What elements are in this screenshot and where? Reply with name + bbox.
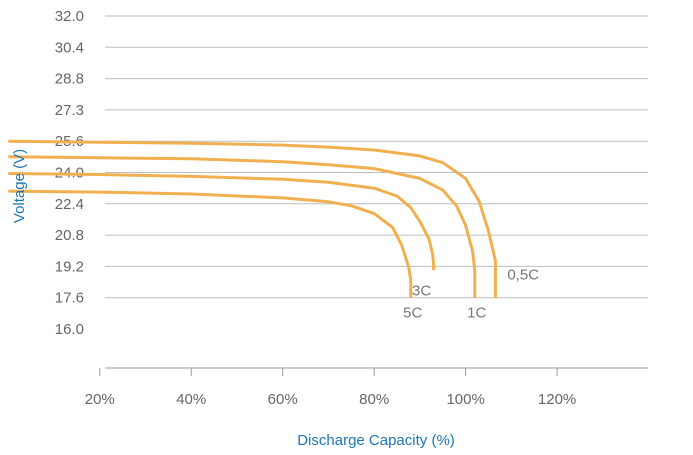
- curve-label: 0,5C: [507, 267, 539, 284]
- curve-1c: [8, 155, 477, 298]
- x-tick-label: 60%: [268, 391, 298, 408]
- y-tick-label: 32.0: [55, 8, 84, 25]
- y-tick-label: 17.6: [55, 290, 84, 307]
- discharge-curves: [8, 139, 497, 298]
- x-tick-label: 80%: [359, 391, 389, 408]
- curve-labels: 0,5C 1C 3C 5C: [403, 267, 539, 322]
- y-axis-ticks: 32.030.428.827.325.624.022.420.819.217.6…: [55, 8, 84, 338]
- curve-0-5c: [8, 139, 497, 298]
- x-tick-label: 40%: [176, 391, 206, 408]
- curve-5c: [8, 189, 413, 298]
- x-axis-ticks: 20% 40% 60% 80% 100% 120%: [85, 368, 576, 408]
- x-tick-label: 120%: [538, 391, 576, 408]
- curve-label: 5C: [403, 305, 422, 322]
- y-tick-label: 20.8: [55, 227, 84, 244]
- curve-label: 1C: [467, 305, 486, 322]
- y-tick-label: 16.0: [55, 321, 84, 338]
- y-tick-label: 28.8: [55, 71, 84, 88]
- curve-3c: [8, 172, 436, 271]
- curve-label: 3C: [412, 282, 431, 299]
- y-tick-label: 30.4: [55, 39, 84, 56]
- x-tick-label: 20%: [85, 391, 115, 408]
- y-tick-label: 19.2: [55, 258, 84, 275]
- x-axis-title: Discharge Capacity (%): [297, 432, 455, 449]
- x-tick-label: 100%: [446, 391, 484, 408]
- gridlines: [105, 15, 648, 299]
- y-tick-label: 27.3: [55, 102, 84, 119]
- y-tick-label: 22.4: [55, 196, 84, 213]
- y-axis-title: Voltage (V): [11, 149, 28, 223]
